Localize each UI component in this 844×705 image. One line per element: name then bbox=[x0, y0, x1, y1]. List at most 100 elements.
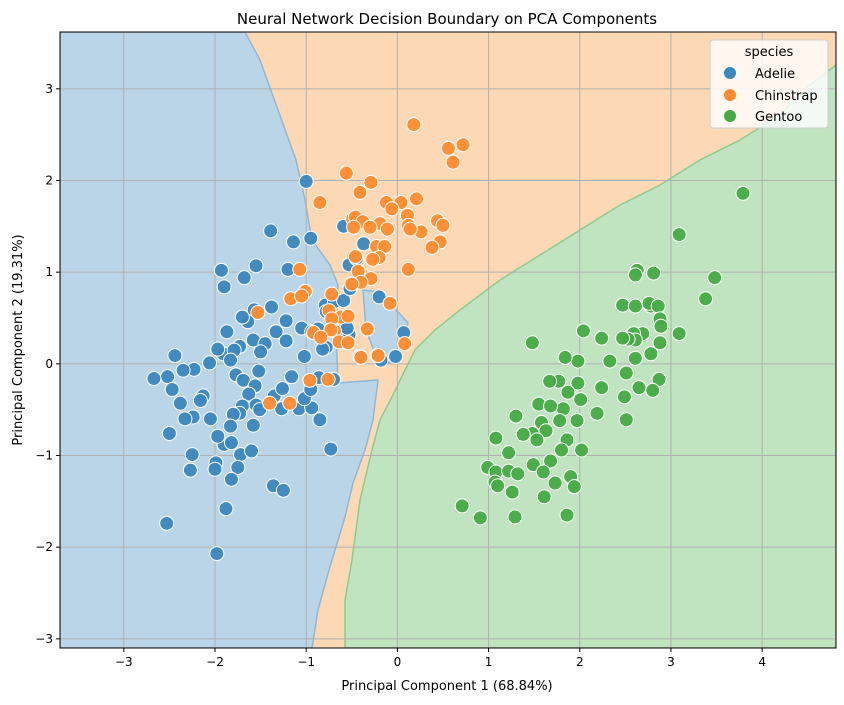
point-adelie bbox=[216, 279, 232, 295]
legend-label-chinstrap: Chinstrap bbox=[755, 89, 818, 104]
axis-ticks: −3 −2 −1 0 1 2 3 4 −3 −2 −1 0 1 2 3 bbox=[35, 82, 766, 669]
point-chinstrap bbox=[384, 201, 400, 217]
point-chinstrap bbox=[406, 117, 422, 133]
point-adelie bbox=[182, 462, 198, 478]
legend-marker-adelie bbox=[724, 67, 736, 79]
point-adelie bbox=[263, 223, 279, 239]
y-tick-label: −1 bbox=[35, 449, 53, 463]
legend-marker-gentoo bbox=[724, 110, 736, 122]
point-gentoo bbox=[557, 349, 573, 365]
point-adelie bbox=[219, 324, 235, 340]
grid bbox=[60, 32, 836, 648]
point-adelie bbox=[213, 262, 229, 278]
point-gentoo bbox=[490, 478, 506, 494]
point-adelie bbox=[192, 393, 208, 408]
y-tick-label: 0 bbox=[45, 357, 53, 371]
y-tick-label: −2 bbox=[35, 540, 53, 554]
point-chinstrap bbox=[359, 321, 375, 337]
legend-title: species bbox=[745, 45, 794, 60]
point-gentoo bbox=[566, 479, 582, 495]
points bbox=[146, 117, 751, 562]
point-gentoo bbox=[547, 475, 563, 491]
point-adelie bbox=[209, 546, 225, 562]
point-chinstrap bbox=[313, 329, 329, 345]
point-chinstrap bbox=[445, 154, 461, 170]
point-gentoo bbox=[652, 335, 668, 351]
point-gentoo bbox=[631, 380, 647, 396]
point-gentoo bbox=[643, 346, 659, 362]
point-chinstrap bbox=[435, 217, 451, 233]
point-gentoo bbox=[618, 365, 634, 381]
point-adelie bbox=[210, 341, 226, 357]
point-chinstrap bbox=[379, 221, 395, 237]
point-adelie bbox=[146, 371, 162, 386]
point-gentoo bbox=[616, 389, 632, 405]
point-adelie bbox=[160, 369, 176, 385]
point-adelie bbox=[264, 299, 280, 315]
point-chinstrap bbox=[365, 251, 381, 267]
point-adelie bbox=[323, 441, 339, 457]
point-adelie bbox=[241, 386, 257, 402]
point-adelie bbox=[167, 348, 183, 364]
y-axis-label: Principal Component 2 (19.31%) bbox=[11, 234, 26, 445]
point-gentoo bbox=[508, 408, 524, 424]
point-gentoo bbox=[651, 371, 667, 387]
point-chinstrap bbox=[250, 305, 266, 320]
y-tick-label: 2 bbox=[45, 174, 53, 188]
plot-frame bbox=[59, 31, 837, 649]
point-chinstrap bbox=[353, 349, 369, 365]
point-adelie bbox=[371, 289, 387, 305]
point-chinstrap bbox=[347, 249, 363, 265]
point-chinstrap bbox=[323, 322, 339, 338]
point-chinstrap bbox=[320, 371, 336, 387]
point-gentoo bbox=[560, 384, 576, 400]
point-gentoo bbox=[615, 297, 631, 313]
point-gentoo bbox=[559, 507, 575, 523]
point-gentoo bbox=[627, 350, 643, 366]
point-gentoo bbox=[602, 353, 618, 369]
point-chinstrap bbox=[409, 191, 425, 207]
point-adelie bbox=[245, 417, 261, 433]
point-gentoo bbox=[488, 430, 504, 446]
point-gentoo bbox=[472, 510, 488, 526]
point-gentoo bbox=[569, 413, 585, 429]
point-gentoo bbox=[501, 445, 517, 461]
point-gentoo bbox=[707, 270, 723, 286]
point-gentoo bbox=[615, 330, 631, 346]
point-gentoo bbox=[542, 373, 558, 389]
point-adelie bbox=[177, 411, 193, 427]
y-tick-label: 1 bbox=[45, 265, 53, 279]
point-adelie bbox=[253, 344, 269, 360]
point-gentoo bbox=[671, 326, 687, 342]
point-chinstrap bbox=[455, 137, 471, 153]
point-gentoo bbox=[538, 423, 554, 439]
x-tick-label: 2 bbox=[576, 655, 584, 669]
point-adelie bbox=[159, 515, 175, 531]
point-gentoo bbox=[570, 375, 586, 391]
point-gentoo bbox=[574, 442, 590, 458]
point-gentoo bbox=[543, 453, 559, 469]
point-chinstrap bbox=[362, 219, 378, 235]
point-gentoo bbox=[575, 323, 591, 339]
point-adelie bbox=[388, 349, 404, 364]
point-gentoo bbox=[618, 412, 634, 428]
legend-label-adelie: Adelie bbox=[755, 67, 795, 82]
point-chinstrap bbox=[397, 336, 413, 352]
point-chinstrap bbox=[282, 395, 298, 411]
point-adelie bbox=[223, 471, 239, 487]
point-adelie bbox=[223, 435, 239, 451]
point-adelie bbox=[175, 362, 191, 378]
point-adelie bbox=[218, 501, 234, 517]
point-gentoo bbox=[594, 380, 610, 396]
x-tick-label: 4 bbox=[758, 655, 766, 669]
point-adelie bbox=[223, 352, 239, 368]
point-adelie bbox=[172, 395, 188, 411]
point-chinstrap bbox=[440, 140, 456, 156]
point-chinstrap bbox=[338, 165, 354, 181]
point-chinstrap bbox=[262, 395, 278, 411]
point-chinstrap bbox=[324, 286, 340, 302]
point-adelie bbox=[303, 230, 319, 246]
point-adelie bbox=[202, 411, 218, 427]
point-adelie bbox=[202, 355, 218, 371]
point-adelie bbox=[268, 324, 284, 340]
